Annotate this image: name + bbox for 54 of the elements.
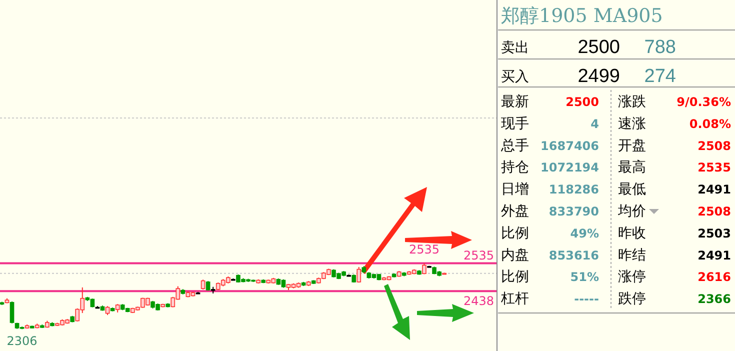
- text: 比例: [501, 269, 529, 286]
- text: 1687406: [540, 138, 599, 153]
- text: 开盘: [618, 138, 646, 154]
- text: 内盘: [501, 247, 529, 264]
- text: 833790: [548, 204, 599, 218]
- text: 49%: [570, 226, 599, 240]
- text: 现手: [501, 116, 529, 132]
- text: 比例: [501, 225, 529, 242]
- text: 2508: [698, 138, 731, 153]
- text: 2500: [566, 95, 599, 109]
- text: 外盘: [501, 204, 529, 220]
- text: 4: [590, 116, 599, 131]
- text: 2616: [698, 270, 731, 284]
- text: 2499: [578, 66, 620, 87]
- text: 788: [644, 37, 676, 58]
- text: 郑醇1905 MA905: [501, 5, 663, 27]
- candlestick: [356, 266, 362, 284]
- ref-line-label: 2535: [463, 248, 494, 262]
- text: 2366: [698, 292, 731, 306]
- ref-line-label: 2438: [463, 294, 494, 308]
- text: 涨停: [618, 269, 646, 286]
- text: 持仓: [501, 160, 529, 176]
- text: 昨收: [618, 225, 646, 242]
- text: 杠杆: [500, 291, 529, 308]
- text: 均价: [617, 204, 646, 220]
- text: 总手: [500, 138, 529, 154]
- text: 2503: [698, 226, 731, 240]
- text: 买入: [501, 69, 529, 85]
- text: 274: [644, 66, 676, 87]
- text: 速涨: [618, 116, 646, 132]
- text: 涨跌: [618, 94, 646, 110]
- annotation: 2535: [408, 242, 440, 256]
- text: 853616: [548, 248, 599, 262]
- text: 最新: [501, 94, 529, 110]
- text: 9/0.36%: [676, 95, 731, 109]
- text: 118286: [548, 182, 599, 197]
- candlestick: [200, 279, 206, 290]
- text: 2500: [578, 37, 620, 58]
- text: 0.08%: [689, 116, 731, 131]
- text: 2535: [698, 160, 731, 175]
- candlestick: [10, 301, 14, 324]
- text: 日增: [501, 182, 529, 198]
- text: 昨结: [618, 247, 646, 264]
- text: 51%: [570, 270, 599, 284]
- text: 2491: [698, 182, 731, 197]
- text: 跌停: [618, 291, 646, 308]
- text: 1072194: [540, 160, 599, 175]
- text: 2508: [698, 204, 731, 218]
- text: 最高: [618, 160, 646, 176]
- text: -----: [574, 292, 600, 306]
- text: 2491: [698, 248, 731, 262]
- annotation: 2306: [6, 334, 38, 348]
- text: 最低: [618, 182, 646, 198]
- text: 卖出: [501, 40, 529, 56]
